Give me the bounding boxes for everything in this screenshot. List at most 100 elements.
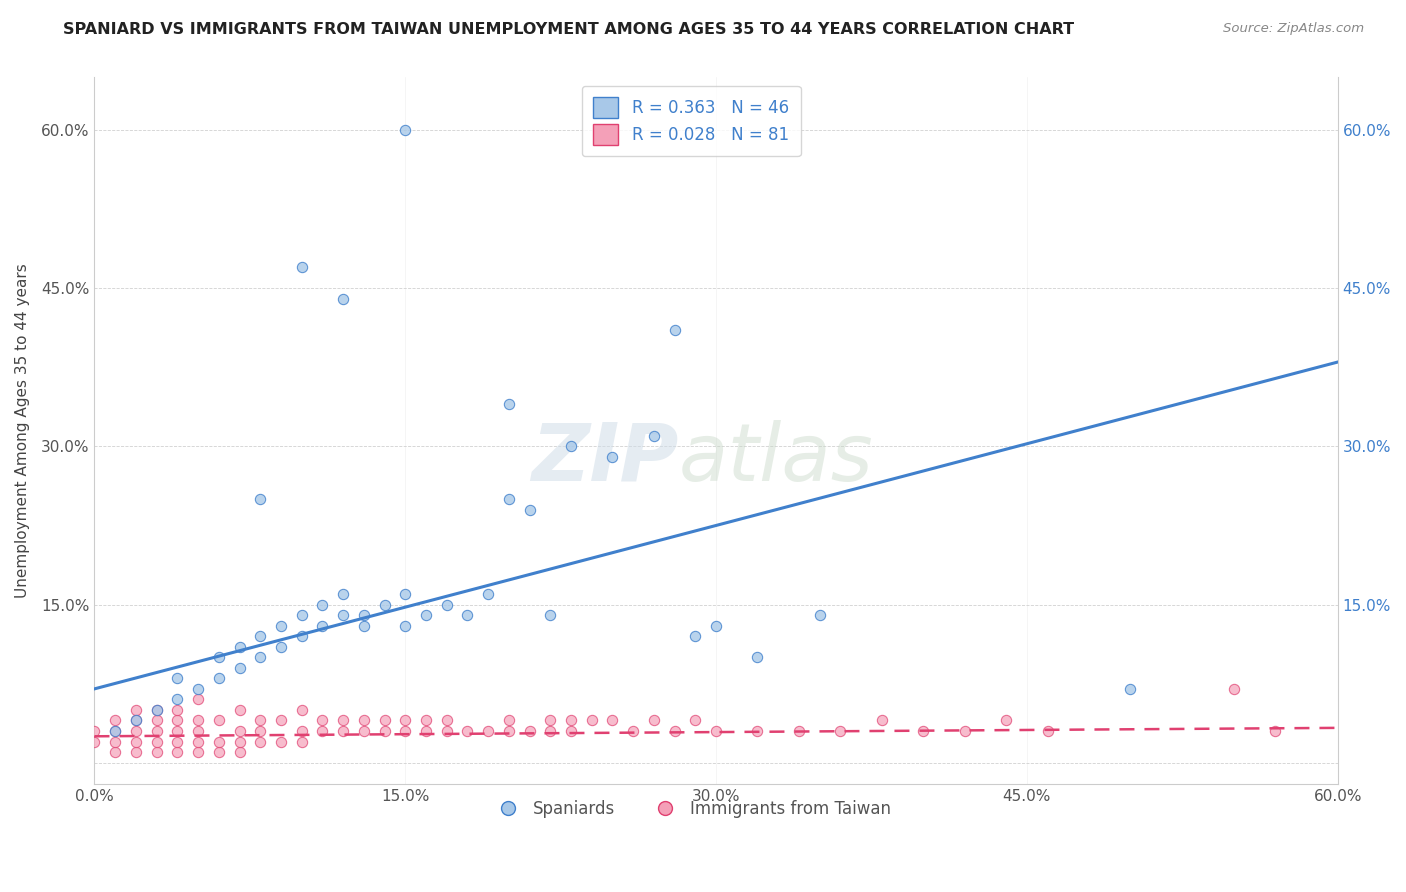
Point [374, 598, 396, 612]
Point [353, 714, 375, 728]
Point [602, 714, 624, 728]
Point [208, 734, 231, 748]
Point [166, 692, 188, 706]
Point [104, 724, 127, 739]
Point [228, 724, 250, 739]
Point [166, 724, 188, 739]
Point [374, 714, 396, 728]
Point [374, 724, 396, 739]
Point [394, 724, 416, 739]
Point [166, 671, 188, 685]
Point [353, 618, 375, 632]
Point [208, 650, 231, 665]
Point [104, 745, 127, 759]
Point [270, 640, 292, 654]
Point [311, 724, 333, 739]
Point [953, 724, 976, 739]
Point [311, 714, 333, 728]
Point [291, 734, 314, 748]
Point [415, 714, 437, 728]
Point [704, 724, 727, 739]
Point [166, 714, 188, 728]
Point [456, 724, 478, 739]
Point [643, 714, 665, 728]
Point [249, 492, 271, 507]
Point [1119, 681, 1142, 696]
Point [394, 587, 416, 601]
Point [145, 714, 167, 728]
Point [538, 608, 561, 623]
Point [519, 724, 541, 739]
Point [621, 724, 644, 739]
Point [415, 608, 437, 623]
Point [145, 724, 167, 739]
Point [685, 714, 707, 728]
Point [125, 734, 148, 748]
Point [249, 734, 271, 748]
Legend: Spaniards, Immigrants from Taiwan: Spaniards, Immigrants from Taiwan [485, 794, 898, 825]
Point [311, 618, 333, 632]
Text: ZIP: ZIP [531, 420, 679, 498]
Point [208, 714, 231, 728]
Point [353, 608, 375, 623]
Point [249, 724, 271, 739]
Point [228, 640, 250, 654]
Point [125, 745, 148, 759]
Point [519, 502, 541, 516]
Point [664, 323, 686, 337]
Point [187, 734, 209, 748]
Point [270, 734, 292, 748]
Point [353, 724, 375, 739]
Point [291, 629, 314, 643]
Point [808, 608, 831, 623]
Point [436, 724, 458, 739]
Point [995, 714, 1018, 728]
Point [270, 714, 292, 728]
Point [187, 724, 209, 739]
Point [332, 292, 354, 306]
Point [664, 724, 686, 739]
Point [332, 587, 354, 601]
Point [1264, 724, 1286, 739]
Point [208, 745, 231, 759]
Point [125, 724, 148, 739]
Point [560, 714, 582, 728]
Point [394, 618, 416, 632]
Point [249, 714, 271, 728]
Point [870, 714, 893, 728]
Point [249, 650, 271, 665]
Point [830, 724, 852, 739]
Point [704, 618, 727, 632]
Point [747, 650, 769, 665]
Point [477, 724, 499, 739]
Point [187, 681, 209, 696]
Point [187, 745, 209, 759]
Point [125, 714, 148, 728]
Point [394, 714, 416, 728]
Point [332, 724, 354, 739]
Point [1036, 724, 1059, 739]
Point [332, 714, 354, 728]
Point [145, 745, 167, 759]
Point [498, 492, 520, 507]
Text: SPANIARD VS IMMIGRANTS FROM TAIWAN UNEMPLOYMENT AMONG AGES 35 TO 44 YEARS CORREL: SPANIARD VS IMMIGRANTS FROM TAIWAN UNEMP… [63, 22, 1074, 37]
Point [602, 450, 624, 464]
Point [643, 429, 665, 443]
Point [228, 734, 250, 748]
Point [208, 671, 231, 685]
Point [498, 724, 520, 739]
Point [436, 598, 458, 612]
Point [538, 724, 561, 739]
Point [228, 703, 250, 717]
Point [311, 598, 333, 612]
Point [685, 629, 707, 643]
Point [498, 714, 520, 728]
Point [787, 724, 810, 739]
Text: atlas: atlas [679, 420, 873, 498]
Point [560, 439, 582, 453]
Point [83, 724, 105, 739]
Point [125, 703, 148, 717]
Point [1223, 681, 1246, 696]
Point [538, 714, 561, 728]
Point [456, 608, 478, 623]
